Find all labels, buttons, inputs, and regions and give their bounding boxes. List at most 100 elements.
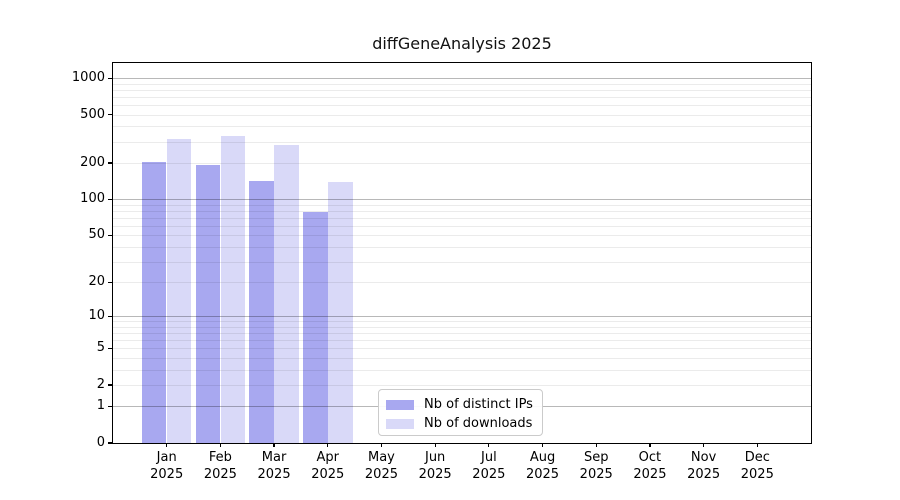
legend-swatch-distinct-ips — [386, 399, 414, 410]
x-tick-month: Sep — [583, 450, 609, 465]
legend-label-downloads: Nb of downloads — [424, 416, 533, 431]
gridline-minor — [113, 321, 811, 323]
x-tick-label: May 2025 — [354, 450, 408, 483]
x-tick-label: Apr 2025 — [301, 450, 355, 483]
y-tick — [108, 114, 113, 116]
gridline-major — [113, 316, 811, 318]
gridline-minor — [113, 114, 811, 116]
x-tick-year: 2025 — [525, 466, 560, 482]
x-tick-month: Nov — [690, 450, 717, 465]
x-tick-year: 2025 — [311, 466, 345, 482]
x-tick-label: Mar 2025 — [247, 450, 301, 483]
x-tick — [434, 443, 436, 447]
x-tick-label: Sep 2025 — [569, 450, 623, 483]
gridline-major — [113, 199, 811, 201]
bar-nb-of-distinct-ips-feb — [195, 165, 221, 443]
x-tick — [649, 443, 651, 447]
x-tick-label: Dec 2025 — [730, 450, 784, 483]
x-tick-month: Jul — [481, 450, 497, 465]
gridline-minor — [113, 358, 811, 359]
y-tick-label: 500 — [80, 106, 105, 122]
gridline-minor — [113, 384, 811, 386]
bar-nb-of-distinct-ips-apr — [303, 211, 328, 443]
y-tick — [108, 77, 113, 79]
y-tick-label: 0 — [96, 435, 105, 450]
x-tick-label: Oct 2025 — [623, 450, 677, 483]
x-tick — [703, 443, 705, 447]
x-tick — [380, 443, 383, 447]
x-tick-month: Dec — [744, 450, 770, 465]
y-tick-label: 1000 — [71, 70, 105, 86]
y-tick-label: 100 — [80, 191, 105, 207]
y-tick-label: 50 — [88, 227, 105, 243]
gridline-minor — [113, 204, 811, 206]
x-tick-year: 2025 — [364, 466, 398, 482]
bar-nb-of-downloads-feb — [220, 135, 246, 443]
x-tick — [595, 443, 597, 447]
legend-swatch-downloads — [386, 418, 414, 429]
gridline-minor — [113, 126, 811, 128]
gridline-minor — [113, 96, 811, 98]
bar-nb-of-downloads-apr — [328, 181, 353, 443]
x-tick-year: 2025 — [418, 466, 452, 482]
x-tick — [219, 443, 221, 447]
x-tick-month: May — [368, 450, 395, 465]
plot-area: 0 1 2 5 10 20 50 100 200 500 1000 Jan 2025 Feb 2025 Mar… — [72, 62, 812, 482]
x-tick — [756, 443, 758, 447]
y-tick-label: 5 — [96, 340, 105, 356]
x-tick-month: Aug — [529, 450, 556, 465]
x-tick-label: Jun 2025 — [408, 450, 462, 483]
y-tick — [108, 347, 113, 349]
x-tick-year: 2025 — [633, 466, 667, 482]
x-tick-month: Oct — [638, 450, 662, 465]
y-tick — [108, 281, 113, 283]
gridline-major — [113, 78, 811, 80]
bar-nb-of-distinct-ips-mar — [249, 180, 274, 443]
gridline-minor — [113, 141, 811, 143]
y-tick-label: 20 — [88, 274, 105, 290]
y-tick-label: 10 — [88, 308, 105, 324]
x-tick-month: Feb — [208, 450, 232, 465]
x-tick-label: Jul 2025 — [462, 450, 516, 483]
gridline-minor — [113, 162, 811, 164]
gridline-minor — [113, 261, 811, 263]
y-tick-label: 1 — [96, 398, 105, 414]
gridline-minor — [113, 348, 811, 350]
bar-nb-of-downloads-jan — [166, 138, 192, 443]
legend-label-distinct-ips: Nb of distinct IPs — [424, 397, 533, 412]
gridline-minor — [113, 326, 811, 328]
x-tick-label: Feb 2025 — [193, 450, 247, 483]
gridline-minor — [113, 83, 811, 85]
gridline-minor — [113, 340, 811, 342]
x-tick-month: Mar — [261, 450, 287, 465]
y-tick — [108, 442, 113, 444]
legend-row-distinct-ips: Nb of distinct IPs — [386, 395, 542, 414]
x-tick-year: 2025 — [579, 466, 613, 482]
x-tick-year: 2025 — [687, 466, 721, 482]
gridline-minor — [113, 89, 811, 91]
bar-nb-of-distinct-ips-jan — [141, 162, 167, 443]
x-tick — [488, 443, 490, 447]
y-tick — [108, 384, 113, 386]
gridline-minor — [113, 105, 811, 107]
x-tick — [327, 443, 329, 447]
gridline-minor — [113, 210, 811, 212]
gridline-minor — [113, 225, 811, 227]
bar-nb-of-downloads-mar — [274, 145, 299, 443]
gridline-minor — [113, 235, 811, 237]
y-tick — [108, 405, 113, 407]
y-tick — [108, 234, 113, 236]
chart-title: diffGeneAnalysis 2025 — [372, 34, 552, 53]
gridline-minor — [113, 282, 811, 284]
x-tick-label: Jan 2025 — [140, 450, 194, 483]
y-tick-label: 200 — [80, 154, 105, 170]
x-tick-year: 2025 — [472, 466, 506, 482]
x-tick-month: Jun — [424, 450, 446, 465]
x-tick-year: 2025 — [203, 466, 237, 482]
x-tick — [273, 443, 275, 447]
gridline-minor — [113, 369, 811, 371]
y-tick — [108, 315, 113, 317]
x-tick — [541, 443, 544, 447]
y-tick-label: 2 — [96, 376, 105, 392]
